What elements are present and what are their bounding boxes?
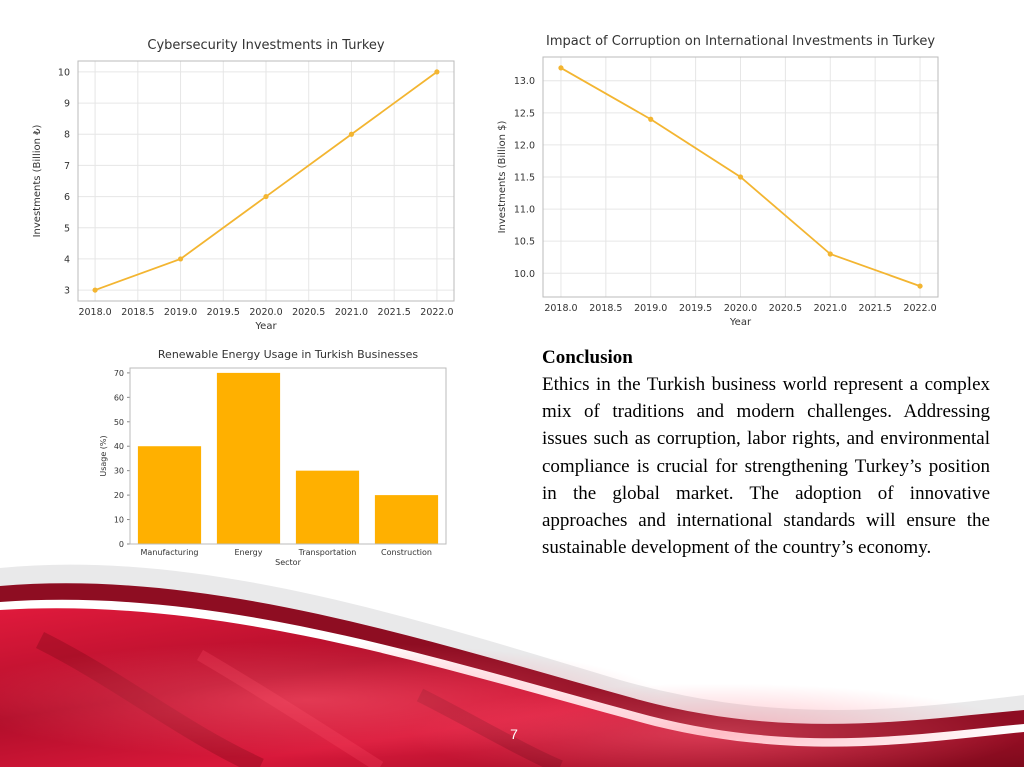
corruption-impact-chart: Impact of Corruption on International In… bbox=[497, 34, 939, 328]
y-tick-label: 12.5 bbox=[514, 108, 535, 119]
y-tick-label: 60 bbox=[114, 393, 124, 402]
y-tick-label: 30 bbox=[114, 467, 124, 476]
x-tick-label: Transportation bbox=[298, 548, 357, 557]
page-number: 7 bbox=[510, 726, 518, 742]
x-axis-label: Sector bbox=[275, 558, 301, 567]
y-tick-label: 3 bbox=[64, 286, 70, 297]
conclusion-body: Ethics in the Turkish business world rep… bbox=[542, 374, 990, 559]
y-tick-label: 0 bbox=[119, 540, 124, 549]
data-point bbox=[827, 251, 833, 257]
x-tick-label: 2018.5 bbox=[121, 307, 154, 318]
data-point bbox=[737, 174, 744, 180]
y-axis-label: Investments (Billion $) bbox=[497, 121, 508, 234]
y-tick-label: 40 bbox=[114, 442, 124, 451]
conclusion-title: Conclusion bbox=[542, 347, 633, 368]
data-point bbox=[434, 69, 440, 75]
x-tick-label: 2021.5 bbox=[378, 307, 411, 318]
conclusion-section: Conclusion Ethics in the Turkish busines… bbox=[542, 344, 990, 561]
y-tick-label: 10 bbox=[58, 67, 70, 78]
y-tick-label: 11.5 bbox=[514, 173, 535, 184]
data-point bbox=[648, 116, 654, 122]
y-tick-label: 11.0 bbox=[514, 205, 535, 216]
x-axis-label: Year bbox=[254, 321, 277, 332]
y-tick-label: 7 bbox=[64, 161, 70, 172]
y-tick-label: 9 bbox=[64, 99, 70, 110]
plot-frame bbox=[77, 60, 455, 302]
renewable-energy-chart: Renewable Energy Usage in Turkish Busine… bbox=[99, 348, 447, 567]
x-axis-label: Year bbox=[729, 317, 752, 328]
y-tick-label: 8 bbox=[64, 130, 70, 141]
x-tick-label: 2022.0 bbox=[420, 307, 453, 318]
x-tick-label: 2019.0 bbox=[634, 303, 667, 314]
x-tick-label: 2021.5 bbox=[859, 303, 892, 314]
x-tick-label: 2019.0 bbox=[164, 307, 197, 318]
y-tick-label: 20 bbox=[114, 491, 124, 500]
data-point bbox=[917, 283, 923, 289]
y-tick-label: 70 bbox=[114, 369, 124, 378]
y-tick-label: 4 bbox=[64, 254, 70, 265]
chart-title: Impact of Corruption on International In… bbox=[546, 34, 935, 49]
y-tick-label: 10.5 bbox=[514, 237, 535, 248]
data-point bbox=[177, 256, 184, 262]
data-point bbox=[263, 193, 269, 200]
y-tick-label: 13.0 bbox=[514, 76, 535, 87]
plot-frame bbox=[542, 56, 939, 298]
bar bbox=[216, 372, 281, 544]
cybersecurity-investments-chart: Cybersecurity Investments in Turkey 2018.… bbox=[32, 38, 455, 332]
x-tick-label: 2022.0 bbox=[903, 303, 936, 314]
x-tick-label: 2020.5 bbox=[292, 307, 325, 318]
data-point bbox=[558, 65, 564, 71]
y-tick-label: 6 bbox=[64, 192, 70, 203]
x-tick-label: 2018.0 bbox=[78, 307, 111, 318]
plot-frame bbox=[129, 367, 447, 545]
x-tick-label: 2020.5 bbox=[769, 303, 802, 314]
footer-silk-banner bbox=[0, 564, 1024, 767]
y-tick-label: 50 bbox=[114, 418, 124, 427]
bar bbox=[374, 495, 439, 544]
y-tick-label: 5 bbox=[64, 223, 70, 234]
y-axis-label: Investments (Billion ₺) bbox=[32, 125, 43, 238]
data-point bbox=[92, 287, 98, 293]
x-tick-label: 2020.0 bbox=[249, 307, 282, 318]
chart-title: Renewable Energy Usage in Turkish Busine… bbox=[158, 348, 418, 361]
chart-title: Cybersecurity Investments in Turkey bbox=[147, 38, 385, 53]
bar bbox=[137, 446, 202, 544]
y-axis-label: Usage (%) bbox=[99, 435, 108, 476]
x-tick-label: Manufacturing bbox=[141, 548, 199, 557]
x-tick-label: 2021.0 bbox=[814, 303, 847, 314]
x-tick-label: 2020.0 bbox=[724, 303, 757, 314]
x-tick-label: 2021.0 bbox=[335, 307, 368, 318]
x-tick-label: 2018.5 bbox=[589, 303, 622, 314]
y-tick-label: 10 bbox=[114, 516, 124, 525]
bar bbox=[295, 470, 360, 544]
x-tick-label: Energy bbox=[234, 548, 262, 557]
y-tick-label: 10.0 bbox=[514, 269, 535, 280]
x-tick-label: 2019.5 bbox=[679, 303, 712, 314]
data-point bbox=[348, 131, 355, 137]
y-tick-label: 12.0 bbox=[514, 140, 535, 151]
x-tick-label: 2019.5 bbox=[207, 307, 240, 318]
x-tick-label: Construction bbox=[381, 548, 432, 557]
x-tick-label: 2018.0 bbox=[544, 303, 577, 314]
